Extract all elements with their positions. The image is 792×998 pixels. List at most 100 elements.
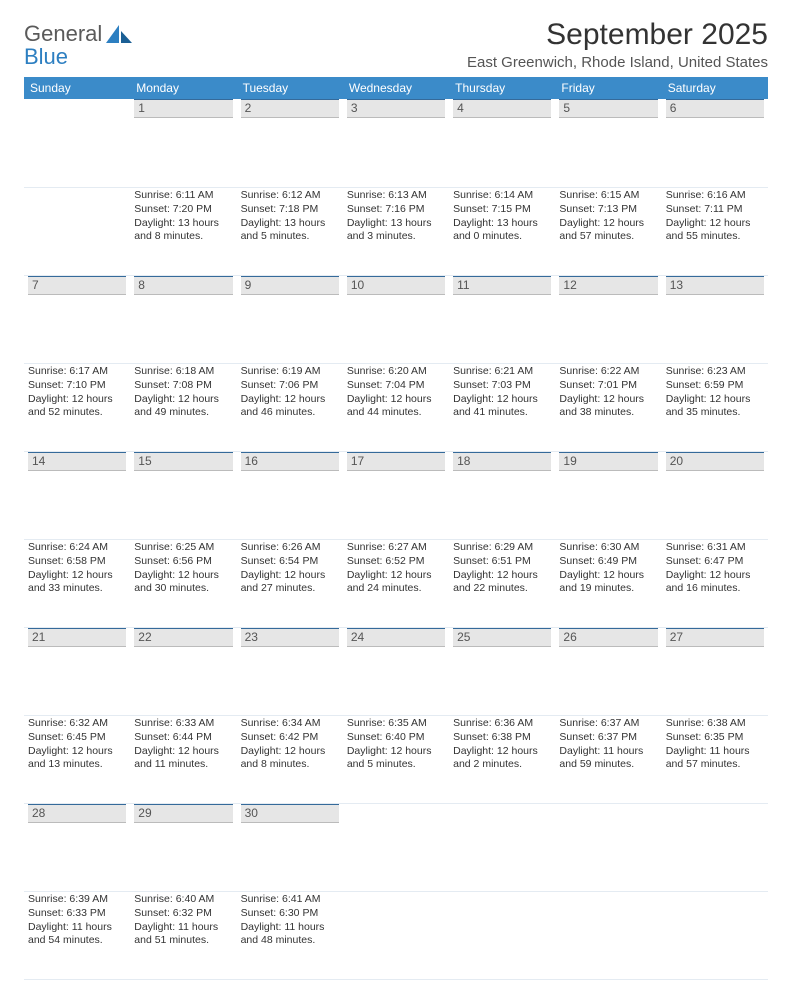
calendar-head: SundayMondayTuesdayWednesdayThursdayFrid… bbox=[24, 77, 768, 99]
day-number-blank bbox=[666, 804, 764, 821]
day-cell bbox=[343, 891, 449, 979]
week-number-row: 123456 bbox=[24, 99, 768, 187]
day-cell: Sunrise: 6:32 AMSunset: 6:45 PMDaylight:… bbox=[24, 715, 130, 803]
day-cell: Sunrise: 6:14 AMSunset: 7:15 PMDaylight:… bbox=[449, 187, 555, 275]
sunset-text: Sunset: 7:01 PM bbox=[559, 379, 657, 392]
day-cell: Sunrise: 6:26 AMSunset: 6:54 PMDaylight:… bbox=[237, 539, 343, 627]
day-cell bbox=[555, 891, 661, 979]
day-number: 26 bbox=[559, 628, 657, 647]
calendar-body: 123456Sunrise: 6:11 AMSunset: 7:20 PMDay… bbox=[24, 99, 768, 979]
daylight-text: Daylight: 12 hours and 13 minutes. bbox=[28, 745, 126, 771]
day-cell: Sunrise: 6:13 AMSunset: 7:16 PMDaylight:… bbox=[343, 187, 449, 275]
week-row: Sunrise: 6:11 AMSunset: 7:20 PMDaylight:… bbox=[24, 187, 768, 275]
daylight-text: Daylight: 12 hours and 27 minutes. bbox=[241, 569, 339, 595]
sunset-text: Sunset: 6:38 PM bbox=[453, 731, 551, 744]
sunrise-text: Sunrise: 6:30 AM bbox=[559, 541, 657, 554]
logo: General Blue bbox=[24, 18, 132, 68]
sunset-text: Sunset: 6:33 PM bbox=[28, 907, 126, 920]
sunset-text: Sunset: 6:52 PM bbox=[347, 555, 445, 568]
day-header: Saturday bbox=[662, 77, 768, 99]
sunset-text: Sunset: 6:47 PM bbox=[666, 555, 764, 568]
daylight-text: Daylight: 12 hours and 49 minutes. bbox=[134, 393, 232, 419]
day-cell: Sunrise: 6:35 AMSunset: 6:40 PMDaylight:… bbox=[343, 715, 449, 803]
page-subtitle: East Greenwich, Rhode Island, United Sta… bbox=[467, 54, 768, 71]
daylight-text: Daylight: 12 hours and 2 minutes. bbox=[453, 745, 551, 771]
sunrise-text: Sunrise: 6:15 AM bbox=[559, 189, 657, 202]
daylight-text: Daylight: 11 hours and 57 minutes. bbox=[666, 745, 764, 771]
sunrise-text: Sunrise: 6:24 AM bbox=[28, 541, 126, 554]
sunset-text: Sunset: 6:54 PM bbox=[241, 555, 339, 568]
day-number: 30 bbox=[241, 804, 339, 823]
sunset-text: Sunset: 6:45 PM bbox=[28, 731, 126, 744]
sunrise-text: Sunrise: 6:18 AM bbox=[134, 365, 232, 378]
sunrise-text: Sunrise: 6:17 AM bbox=[28, 365, 126, 378]
sunset-text: Sunset: 6:58 PM bbox=[28, 555, 126, 568]
day-number: 16 bbox=[241, 452, 339, 471]
sunrise-text: Sunrise: 6:40 AM bbox=[134, 893, 232, 906]
week-number-row: 282930 bbox=[24, 803, 768, 891]
sunrise-text: Sunrise: 6:36 AM bbox=[453, 717, 551, 730]
day-cell: Sunrise: 6:21 AMSunset: 7:03 PMDaylight:… bbox=[449, 363, 555, 451]
sunset-text: Sunset: 7:18 PM bbox=[241, 203, 339, 216]
sunrise-text: Sunrise: 6:19 AM bbox=[241, 365, 339, 378]
daylight-text: Daylight: 12 hours and 55 minutes. bbox=[666, 217, 764, 243]
day-number: 21 bbox=[28, 628, 126, 647]
sunset-text: Sunset: 7:03 PM bbox=[453, 379, 551, 392]
week-row: Sunrise: 6:32 AMSunset: 6:45 PMDaylight:… bbox=[24, 715, 768, 803]
daylight-text: Daylight: 12 hours and 22 minutes. bbox=[453, 569, 551, 595]
sunrise-text: Sunrise: 6:13 AM bbox=[347, 189, 445, 202]
calendar-table: SundayMondayTuesdayWednesdayThursdayFrid… bbox=[24, 77, 768, 980]
week-number-row: 21222324252627 bbox=[24, 627, 768, 715]
day-number-blank bbox=[453, 804, 551, 821]
daylight-text: Daylight: 12 hours and 33 minutes. bbox=[28, 569, 126, 595]
day-cell: Sunrise: 6:18 AMSunset: 7:08 PMDaylight:… bbox=[130, 363, 236, 451]
daylight-text: Daylight: 13 hours and 8 minutes. bbox=[134, 217, 232, 243]
sunrise-text: Sunrise: 6:21 AM bbox=[453, 365, 551, 378]
day-cell: Sunrise: 6:23 AMSunset: 6:59 PMDaylight:… bbox=[662, 363, 768, 451]
day-cell: Sunrise: 6:31 AMSunset: 6:47 PMDaylight:… bbox=[662, 539, 768, 627]
sunset-text: Sunset: 6:49 PM bbox=[559, 555, 657, 568]
day-number: 27 bbox=[666, 628, 764, 647]
daylight-text: Daylight: 12 hours and 19 minutes. bbox=[559, 569, 657, 595]
sunrise-text: Sunrise: 6:11 AM bbox=[134, 189, 232, 202]
sunrise-text: Sunrise: 6:23 AM bbox=[666, 365, 764, 378]
day-cell: Sunrise: 6:33 AMSunset: 6:44 PMDaylight:… bbox=[130, 715, 236, 803]
daylight-text: Daylight: 11 hours and 59 minutes. bbox=[559, 745, 657, 771]
day-number: 24 bbox=[347, 628, 445, 647]
sunrise-text: Sunrise: 6:32 AM bbox=[28, 717, 126, 730]
daylight-text: Daylight: 13 hours and 3 minutes. bbox=[347, 217, 445, 243]
sunset-text: Sunset: 6:32 PM bbox=[134, 907, 232, 920]
sunset-text: Sunset: 7:11 PM bbox=[666, 203, 764, 216]
sunrise-text: Sunrise: 6:39 AM bbox=[28, 893, 126, 906]
title-block: September 2025 East Greenwich, Rhode Isl… bbox=[467, 18, 768, 71]
day-number: 3 bbox=[347, 99, 445, 118]
logo-sail-icon bbox=[106, 25, 132, 43]
daylight-text: Daylight: 12 hours and 30 minutes. bbox=[134, 569, 232, 595]
sunset-text: Sunset: 7:16 PM bbox=[347, 203, 445, 216]
sunset-text: Sunset: 7:15 PM bbox=[453, 203, 551, 216]
daylight-text: Daylight: 11 hours and 51 minutes. bbox=[134, 921, 232, 947]
day-number: 11 bbox=[453, 276, 551, 295]
daylight-text: Daylight: 12 hours and 8 minutes. bbox=[241, 745, 339, 771]
day-number: 19 bbox=[559, 452, 657, 471]
day-number: 9 bbox=[241, 276, 339, 295]
daylight-text: Daylight: 12 hours and 24 minutes. bbox=[347, 569, 445, 595]
day-number: 12 bbox=[559, 276, 657, 295]
day-cell: Sunrise: 6:41 AMSunset: 6:30 PMDaylight:… bbox=[237, 891, 343, 979]
day-number: 10 bbox=[347, 276, 445, 295]
week-row: Sunrise: 6:39 AMSunset: 6:33 PM Daylight:… bbox=[24, 891, 768, 979]
day-cell: Sunrise: 6:37 AMSunset: 6:37 PMDaylight:… bbox=[555, 715, 661, 803]
day-header: Tuesday bbox=[237, 77, 343, 99]
day-number: 20 bbox=[666, 452, 764, 471]
daylight-text: Daylight: 11 hours and 48 minutes. bbox=[241, 921, 339, 947]
sunset-text: Sunset: 7:04 PM bbox=[347, 379, 445, 392]
sunset-text: Sunset: 6:42 PM bbox=[241, 731, 339, 744]
day-number: 28 bbox=[28, 804, 126, 823]
day-cell: Sunrise: 6:11 AMSunset: 7:20 PMDaylight:… bbox=[130, 187, 236, 275]
day-cell: Sunrise: 6:27 AMSunset: 6:52 PMDaylight:… bbox=[343, 539, 449, 627]
day-header: Wednesday bbox=[343, 77, 449, 99]
day-cell bbox=[24, 187, 130, 275]
daylight-text: Daylight: 12 hours and 57 minutes. bbox=[559, 217, 657, 243]
sunrise-text: Sunrise: 6:16 AM bbox=[666, 189, 764, 202]
day-number: 5 bbox=[559, 99, 657, 118]
